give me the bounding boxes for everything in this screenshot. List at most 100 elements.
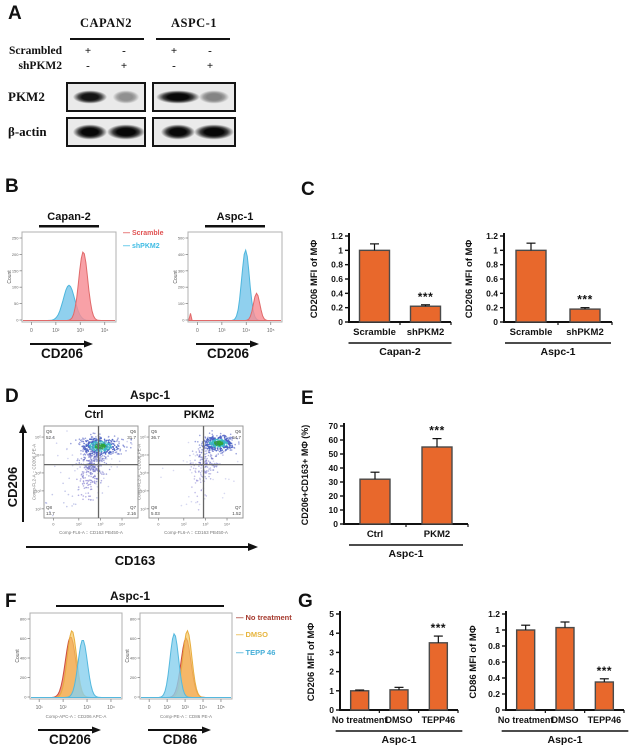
histogram-title: Aspc-1 (217, 211, 254, 223)
y-tick-label: 0.8 (486, 260, 498, 270)
quadrant-value: 31.7 (127, 435, 136, 440)
legend-line-swatch: — (123, 230, 130, 237)
blot-label-bactin: β-actin (8, 124, 47, 139)
protein-band (198, 90, 230, 104)
y-tick-label: 1 (493, 245, 498, 255)
marker-label: CD86 (163, 732, 198, 747)
x-tick-label: 0 (196, 328, 199, 334)
cell-line-capan2-label: CAPAN2 (79, 16, 133, 30)
x-tick-label: 10³ (77, 328, 85, 334)
category-label: DMSO (552, 715, 579, 725)
category-label: PKM2 (424, 529, 450, 540)
panel-label-f: F (5, 591, 17, 612)
y-tick-label: 0.8 (488, 641, 500, 651)
legend-line-swatch: — (123, 242, 130, 250)
y-tick-label: 0.4 (331, 288, 343, 298)
aspc1-underline (156, 38, 230, 40)
legend-item: — No treatment (236, 613, 292, 622)
significance-stars: *** (577, 293, 593, 307)
panel-f-title-underline (56, 605, 224, 607)
condition-sign: - (122, 45, 126, 57)
bar-shPKM2 (569, 307, 601, 323)
y-tick-label: 0 (495, 705, 500, 715)
bar-Scramble (358, 243, 391, 323)
count-tick-label: 100 (12, 285, 19, 290)
legend-item: — Scramble (123, 230, 164, 238)
count-tick-label: 200 (12, 252, 19, 257)
histogram-aspc1-cd206: Aspc-1 0 100 200 300 400 500 Count 0 10³ 10⁴ 10⁵ CD2… (172, 206, 286, 361)
chart-e: 0 10 20 30 40 50 60 70 CD206+CD163+ MΦ (%) Ctrl **… (300, 421, 469, 560)
protein-band (72, 124, 108, 140)
x-tick-label: 10³ (181, 705, 189, 711)
protein-band (193, 124, 235, 140)
subplot-label-ctrl: Ctrl (84, 409, 104, 421)
curve-TEPP 46 (141, 632, 231, 698)
condition-sign: - (86, 60, 90, 72)
bar-Scramble (515, 242, 547, 323)
scatter-dots (44, 430, 133, 517)
panel-label-e: E (301, 388, 314, 409)
panel-d-title: Aspc-1 (129, 388, 170, 402)
count-tick-label: 300 (178, 268, 185, 273)
barchart-cd206-mfi-capan2: 0 0.2 0.4 0.6 0.8 1 1.2 CD206 MFI of MΦ Scramble… (305, 220, 459, 360)
panel-label-b: B (5, 176, 19, 197)
subplot-label-pkm2: PKM2 (183, 409, 215, 421)
y-tick-label: 10⁵ (140, 435, 146, 440)
y-tick-label: 5 (329, 609, 334, 619)
count-axis-label: Count (7, 270, 13, 284)
count-tick-label: 400 (130, 656, 137, 661)
quadrant-value: 52.4 (46, 435, 55, 440)
histogram-title: Capan-2 (47, 211, 90, 223)
bar-No treatment (515, 624, 536, 711)
count-tick-label: 0 (182, 318, 185, 323)
y-axis-label: CD206 MFI of MΦ (306, 623, 317, 702)
y-tick-label: 0.8 (331, 260, 343, 270)
count-tick-label: 50 (14, 301, 19, 306)
bactin-blot-aspc1 (152, 117, 236, 147)
y-tick-label: 1.2 (331, 231, 343, 241)
y-tick-label: 1 (329, 686, 334, 696)
barchart-treat-cd86-mfi: 0 0.2 0.4 0.6 0.8 1 1.2 CD86 MFI of MΦ No treatm… (464, 598, 630, 748)
y-tick-label: 1 (338, 245, 343, 255)
x-tick-label: 10² (181, 522, 187, 527)
histogram-title-underline (205, 225, 265, 228)
category-label: TEPP46 (422, 715, 456, 725)
count-tick-label: 400 (178, 252, 185, 257)
y-tick-label: 0 (338, 317, 343, 327)
x-tick-label: 10⁵ (217, 705, 225, 711)
chart-f-cd206: 0 200 400 600 800 Count 10¹ 10² 10³ 10⁴Comp-APC-A… (15, 612, 123, 747)
panel-f-title: Aspc-1 (109, 589, 150, 603)
chart-g-cd86: 0 0.2 0.4 0.6 0.8 1 1.2 CD86 MFI of MΦ No treatm… (468, 609, 629, 746)
legend-label: shPKM2 (132, 242, 160, 250)
count-tick-label: 250 (12, 236, 19, 241)
y-tick-label: 0.2 (486, 303, 498, 313)
quadrant-id: Q5 (151, 429, 158, 434)
condition-sign: + (120, 60, 128, 72)
protein-band (72, 90, 108, 104)
category-label: Scramble (353, 327, 396, 338)
y-tick-label: 10² (140, 488, 146, 493)
curve-Scramble-spike (188, 313, 281, 321)
marker-label: CD206 (49, 732, 92, 747)
significance-stars: *** (597, 664, 613, 678)
bar-shPKM2 (409, 304, 442, 323)
y-tick-label: 0.4 (488, 673, 500, 683)
scatter-ctrl-cd206-cd163: 0 10² 10³ 10⁴ 10¹ 10² 10³ 10⁴ 10⁵ Q5 52.4 Q6 31.7 Q8 1… (32, 424, 140, 536)
y-tick-label: 0 (329, 705, 334, 715)
legend-label: TEPP 46 (245, 647, 276, 657)
chart-c-capan2: 0 0.2 0.4 0.6 0.8 1 1.2 CD206 MFI of MΦ Scramble… (309, 231, 452, 358)
count-tick-label: 600 (20, 636, 27, 641)
category-label: Ctrl (367, 529, 383, 540)
y-tick-label: 10⁵ (35, 435, 41, 440)
y-axis-label: CD206 MFI of MΦ (309, 240, 320, 319)
x-tick-label: 10¹ (36, 705, 44, 711)
group-label: Aspc-1 (388, 548, 423, 560)
y-tick-label: 0 (333, 519, 338, 529)
y-tick-label: 0.6 (331, 274, 343, 284)
chart-c-aspc1: 0 0.2 0.4 0.6 0.8 1 1.2 CD206 MFI of MΦ Scramble… (464, 231, 613, 358)
panel-d-title-underline (88, 405, 214, 407)
quadrant-id: Q6 (130, 429, 137, 434)
significance-stars: *** (431, 621, 447, 635)
